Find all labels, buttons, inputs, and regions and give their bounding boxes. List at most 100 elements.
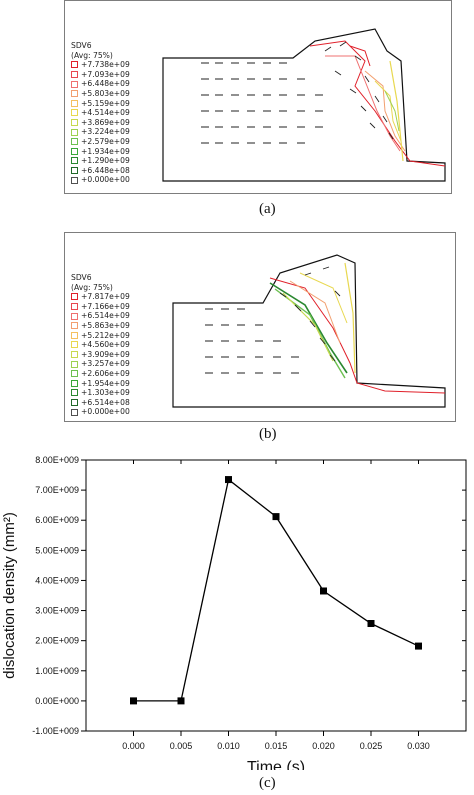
- legend-title: SDV6: [71, 273, 92, 282]
- legend-entry: +7.166e+09: [71, 302, 130, 312]
- legend-avg: (Avg: 75%): [71, 282, 113, 292]
- data-point: [272, 513, 280, 521]
- legend-entry: +5.159e+09: [71, 99, 130, 109]
- caption-c: (c): [259, 775, 276, 791]
- x-tick-label: 0.025: [360, 741, 383, 751]
- legend-entry: +4.560e+09: [71, 340, 130, 350]
- mesh-contour-drawing-a: [162, 28, 446, 182]
- legend-swatch: [71, 370, 78, 378]
- legend-entry: +1.934e+09: [71, 147, 130, 157]
- legend-entry: +0.000e+00: [71, 175, 130, 185]
- legend-swatch: [71, 167, 78, 175]
- legend-entry: +3.869e+09: [71, 118, 130, 128]
- legend-swatch: [71, 341, 78, 349]
- legend-entry: +5.212e+09: [71, 331, 130, 341]
- x-tick-label: 0.000: [122, 741, 145, 751]
- y-tick-label: 3.00E+009: [35, 606, 79, 616]
- legend-swatch: [71, 80, 78, 88]
- legend-value: +0.000e+00: [81, 175, 130, 185]
- series-line: [133, 478, 419, 702]
- legend-value: +6.514e+09: [81, 311, 130, 321]
- legend-value: +1.934e+09: [81, 146, 130, 156]
- legend-swatch: [71, 99, 78, 107]
- legend-rows: +7.817e+09 +7.166e+09 +6.514e+09 +5.863e+09…: [71, 292, 130, 417]
- legend-entry: +2.606e+09: [71, 369, 130, 379]
- legend-value: +5.803e+09: [81, 88, 130, 98]
- legend-value: +6.448e+09: [81, 79, 130, 89]
- x-tick-label: 0.020: [312, 741, 335, 751]
- chart-ticks: -1.00E+009 0.00E+000 1.00E+009 2.00E+009 3.0…: [32, 455, 466, 751]
- y-tick-label: 4.00E+009: [35, 575, 79, 585]
- legend-swatch: [71, 109, 78, 117]
- legend-avg: (Avg: 75%): [71, 50, 113, 60]
- x-axis-title: Time (s): [247, 759, 305, 770]
- caption-b: (b): [259, 426, 277, 442]
- legend-entry: +4.514e+09: [71, 108, 130, 118]
- contour-legend-a: SDV6 (Avg: 75%) +7.738e+09 +7.093e+09 +6.4…: [71, 41, 130, 185]
- legend-entry: +7.738e+09: [71, 60, 130, 70]
- data-point: [415, 642, 422, 650]
- data-point: [320, 587, 327, 595]
- legend-swatch: [71, 303, 78, 311]
- y-tick-label: 8.00E+009: [35, 455, 79, 465]
- simulation-panel-a: SDV6 (Avg: 75%) +7.738e+09 +7.093e+09 +6.4…: [64, 0, 452, 194]
- legend-entry: +6.514e+08: [71, 398, 130, 408]
- x-tick-label: 0.010: [217, 741, 240, 751]
- x-tick-label: 0.015: [265, 741, 288, 751]
- legend-value: +1.303e+09: [81, 388, 130, 398]
- data-point: [225, 476, 232, 484]
- y-tick-label: 2.00E+009: [35, 636, 79, 646]
- legend-value: +2.579e+09: [81, 136, 130, 146]
- legend-swatch: [71, 399, 78, 407]
- legend-value: +5.159e+09: [81, 98, 130, 108]
- legend-entry: +1.290e+09: [71, 156, 130, 166]
- legend-swatch: [71, 408, 78, 416]
- legend-entry: +3.224e+09: [71, 127, 130, 137]
- plot-frame: [85, 459, 467, 732]
- legend-swatch: [71, 90, 78, 98]
- legend-swatch: [71, 176, 78, 184]
- legend-value: +6.514e+08: [81, 397, 130, 407]
- mesh-contour-drawing-b: [172, 254, 446, 408]
- legend-value: +6.448e+08: [81, 165, 130, 175]
- legend-entry: +7.093e+09: [71, 70, 130, 80]
- y-tick-label: 1.00E+009: [35, 666, 79, 676]
- legend-swatch: [71, 331, 78, 339]
- legend-entry: +6.448e+09: [71, 79, 130, 89]
- legend-value: +3.869e+09: [81, 117, 130, 127]
- legend-value: +5.863e+09: [81, 320, 130, 330]
- y-tick-label: 6.00E+009: [35, 515, 79, 525]
- legend-swatch: [71, 157, 78, 165]
- legend-value: +0.000e+00: [81, 407, 130, 417]
- legend-swatch: [71, 128, 78, 136]
- legend-value: +3.909e+09: [81, 349, 130, 359]
- legend-entry: +3.257e+09: [71, 359, 130, 369]
- legend-entry: +0.000e+00: [71, 407, 130, 417]
- legend-entry: +6.448e+08: [71, 166, 130, 176]
- legend-swatch: [71, 360, 78, 368]
- caption-a: (a): [259, 201, 276, 217]
- chart-axes: [85, 459, 467, 732]
- y-tick-label: 5.00E+009: [35, 545, 79, 555]
- y-axis-title: dislocation density (mm²): [1, 512, 18, 679]
- legend-value: +4.514e+09: [81, 108, 130, 118]
- contour-legend-b: SDV6 (Avg: 75%) +7.817e+09 +7.166e+09 +6.5…: [71, 273, 130, 417]
- legend-value: +7.166e+09: [81, 301, 130, 311]
- y-tick-label: -1.00E+009: [32, 726, 79, 736]
- y-tick-label: 0.00E+000: [35, 696, 79, 706]
- legend-swatch: [71, 379, 78, 387]
- legend-value: +7.738e+09: [81, 60, 130, 70]
- legend-value: +5.212e+09: [81, 330, 130, 340]
- legend-swatch: [71, 322, 78, 330]
- legend-value: +3.224e+09: [81, 127, 130, 137]
- legend-value: +7.093e+09: [81, 69, 130, 79]
- legend-entry: +6.514e+09: [71, 311, 130, 321]
- legend-swatch: [71, 71, 78, 79]
- dislocation-density-chart: -1.00E+009 0.00E+000 1.00E+009 2.00E+009 3.0…: [1, 455, 467, 770]
- legend-swatch: [71, 293, 78, 301]
- legend-value: +1.290e+09: [81, 156, 130, 166]
- legend-swatch: [71, 389, 78, 397]
- simulation-panel-b: SDV6 (Avg: 75%) +7.817e+09 +7.166e+09 +6.5…: [64, 232, 456, 422]
- legend-value: +3.257e+09: [81, 359, 130, 369]
- legend-entry: +1.954e+09: [71, 379, 130, 389]
